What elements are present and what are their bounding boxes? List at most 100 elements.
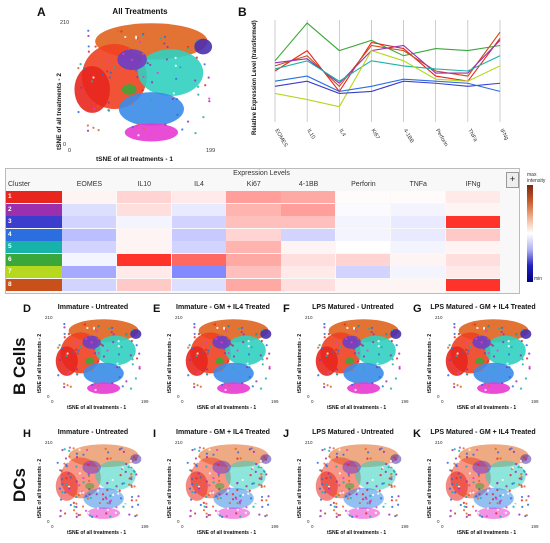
- tsne-panel-g: G LPS Matured - GM + IL4 Treated tSNE of a…: [413, 300, 543, 418]
- panel-xlabel: tSNE of all treatments - 1: [67, 405, 127, 411]
- heatmap-add-button[interactable]: +: [506, 172, 519, 188]
- tsne-point: [478, 471, 481, 475]
- tsne-point: [453, 322, 456, 326]
- ytick-min: 0: [47, 394, 50, 399]
- tsne-point: [92, 76, 95, 79]
- tsne-cluster-blob-8: [345, 357, 355, 365]
- tsne-point: [193, 386, 196, 389]
- tsne-point: [465, 373, 468, 376]
- tsne-point: [138, 367, 141, 370]
- tsne-point: [486, 325, 490, 329]
- tsne-point: [457, 372, 460, 375]
- tsne-point: [97, 384, 101, 387]
- tsne-point: [132, 469, 136, 472]
- tsne-point: [327, 332, 331, 336]
- tsne-point: [117, 492, 120, 495]
- tsne-point: [524, 458, 528, 461]
- tsne-point: [199, 370, 202, 373]
- tsne-point: [129, 354, 132, 357]
- tsne-point: [496, 502, 499, 505]
- tsne-point: [122, 52, 125, 56]
- tsne-point: [372, 341, 375, 344]
- tsne-point: [354, 388, 357, 392]
- tsne-point: [94, 45, 97, 48]
- tsne-point: [193, 332, 196, 336]
- tsne-point: [58, 344, 61, 347]
- tsne-point: [222, 326, 226, 329]
- tsne-point: [450, 347, 453, 350]
- tsne-point: [118, 366, 121, 369]
- tsne-point: [193, 336, 196, 339]
- tsne-point: [520, 495, 524, 499]
- tsne-point: [326, 352, 329, 355]
- tsne-point: [63, 322, 66, 326]
- tsne-point: [337, 349, 340, 352]
- tsne-point: [451, 483, 454, 486]
- tsne-point: [223, 382, 226, 386]
- tsne-point: [335, 452, 339, 455]
- heatmap-cell: [116, 203, 172, 216]
- heatmap-cell: [390, 203, 446, 216]
- tsne-point: [92, 326, 96, 329]
- tsne-point: [65, 463, 68, 467]
- tsne-point: [193, 322, 196, 326]
- tsne-point: [88, 471, 91, 475]
- tsne-point: [521, 505, 524, 508]
- axis-label-IFNg: IFNg: [498, 128, 509, 141]
- tsne-point: [323, 448, 326, 451]
- ytick-min: 0: [177, 394, 180, 399]
- tsne-point: [378, 366, 381, 369]
- tsne-point: [339, 346, 342, 349]
- panel-title: LPS Matured - GM + IL4 Treated: [430, 429, 536, 436]
- tsne-point: [511, 466, 514, 469]
- tsne-point: [480, 368, 483, 372]
- tsne-point: [259, 464, 263, 468]
- tsne-point: [388, 513, 391, 516]
- tsne-point: [191, 483, 194, 486]
- panel-letter-f: F: [283, 303, 290, 315]
- tsne-point: [75, 505, 78, 509]
- panel-title: Immature - Untreated: [57, 304, 129, 311]
- tsne-point: [395, 344, 398, 347]
- tsne-point: [56, 461, 59, 464]
- tsne-point: [485, 515, 488, 518]
- tsne-point: [465, 342, 468, 345]
- tsne-point: [75, 515, 78, 518]
- tsne-point: [487, 337, 490, 340]
- tsne-point: [469, 492, 472, 495]
- tsne-point: [454, 512, 457, 515]
- tsne-point: [393, 485, 396, 488]
- tsne-point: [361, 493, 365, 496]
- tsne-point: [63, 462, 66, 465]
- tsne-cluster-blob-8: [215, 482, 225, 490]
- tsne-point: [369, 457, 372, 460]
- tsne-point: [213, 323, 217, 326]
- tsne-point: [520, 473, 523, 476]
- heatmap-cell: [226, 228, 281, 241]
- panel-letter-e: E: [153, 303, 161, 315]
- tsne-point: [137, 134, 140, 137]
- tsne-point: [377, 340, 380, 343]
- tsne-point: [130, 339, 133, 343]
- tsne-point: [228, 487, 231, 490]
- tsne-point: [106, 60, 110, 63]
- tsne-point: [218, 493, 221, 496]
- tsne-point: [321, 491, 324, 494]
- axis-label-TNFa: TNFa: [466, 128, 479, 144]
- tsne-point: [196, 352, 199, 355]
- tsne-point: [83, 323, 87, 326]
- tsne-point: [332, 509, 336, 512]
- tsne-point: [266, 503, 270, 506]
- tsne-cluster-blob-4: [138, 49, 204, 96]
- tsne-point: [91, 383, 94, 386]
- tsne-point: [207, 76, 210, 79]
- tsne-point: [197, 372, 200, 375]
- tsne-point: [125, 333, 128, 337]
- tsne-point: [261, 328, 264, 331]
- tsne-point: [502, 333, 505, 336]
- tsne-cluster-blob-6: [212, 460, 231, 474]
- cluster-swatch-6: [6, 253, 62, 266]
- tsne-point: [481, 383, 484, 386]
- tsne-point: [246, 362, 249, 365]
- panel-ylabel: tSNE of all treatments - 2: [37, 458, 43, 518]
